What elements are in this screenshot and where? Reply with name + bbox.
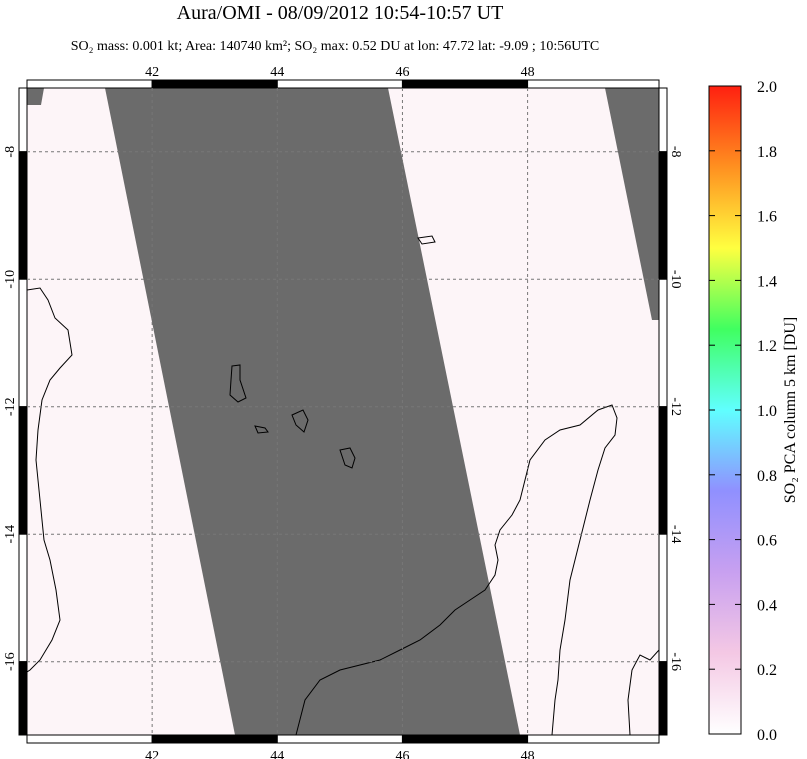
frame-segment: [401, 79, 529, 89]
colorbar-tick-label: 1.2: [757, 338, 777, 355]
y-tick-label: -8: [668, 146, 683, 158]
no-data-region: [605, 88, 659, 320]
no-data-region: [27, 88, 44, 105]
coastline: [627, 649, 659, 735]
island: [417, 235, 436, 245]
frame-segment: [18, 661, 28, 736]
frame-segment: [276, 79, 403, 89]
colorbar-tick-label: 2.0: [757, 79, 777, 96]
frame-segment: [658, 406, 668, 535]
colorbar-tick-label: 1.0: [757, 403, 777, 420]
frame-segment: [276, 734, 403, 744]
x-tick-label: 44: [270, 749, 284, 759]
y-tick-label: -16: [668, 652, 683, 671]
colorbar-tick-label: 1.8: [757, 144, 777, 161]
frame-segment: [658, 533, 668, 663]
x-tick-label: 48: [521, 749, 535, 759]
island: [291, 409, 309, 433]
frame-segment: [658, 151, 668, 280]
frame-segment: [26, 734, 153, 744]
no-data-region: [105, 88, 520, 735]
island: [339, 447, 356, 469]
y-tick-label: -16: [3, 652, 18, 671]
title: Aura/OMI - 08/09/2012 10:54-10:57 UT: [177, 2, 504, 24]
x-tick-label: 48: [521, 65, 535, 80]
map-area: [27, 88, 659, 735]
x-tick-label: 44: [270, 65, 284, 80]
frame-segment: [151, 79, 278, 89]
colorbar-tick-label: 0.8: [757, 468, 777, 485]
coastline: [27, 287, 73, 673]
y-tick-label: -14: [668, 525, 683, 544]
x-tick-label: 46: [395, 749, 409, 759]
coastline: [295, 404, 618, 735]
frame-segment: [658, 278, 668, 408]
frame-segment: [18, 533, 28, 663]
colorbar-tick-label: 0.6: [757, 533, 777, 550]
frame-segment: [18, 406, 28, 535]
x-tick-label: 42: [145, 65, 159, 80]
x-tick-label: 46: [395, 65, 409, 80]
colorbar-tick-label: 1.4: [757, 273, 777, 290]
frame-segment: [18, 151, 28, 280]
colorbar-tick-label: 1.6: [757, 209, 777, 226]
y-tick-label: -14: [3, 525, 18, 544]
frame-segment: [527, 79, 660, 89]
colorbar-tick-label: 0.4: [757, 597, 777, 614]
y-tick-label: -8: [3, 146, 18, 158]
y-tick-label: -12: [3, 397, 18, 416]
x-tick-label: 42: [145, 749, 159, 759]
island: [229, 364, 247, 403]
frame-segment: [26, 79, 153, 89]
island: [254, 425, 269, 434]
colorbar-label: SO₂ PCA column 5 km [DU]: [782, 317, 799, 503]
frame-segment: [658, 661, 668, 736]
frame-segment: [658, 87, 668, 153]
subtitle: SO₂ mass: 0.001 kt; Area: 140740 km²; SO…: [71, 39, 599, 54]
colorbar-tick-label: 0.2: [757, 662, 777, 679]
colorbar-tick-label: 0.0: [757, 727, 777, 744]
frame-segment: [401, 734, 529, 744]
frame-segment: [18, 87, 28, 153]
y-tick-label: -10: [3, 270, 18, 289]
axes: 42 42 44 44 46 46 48 48 -8 -8 -10 -10 -12 -12 -14 -14 -1…: [3, 65, 683, 759]
y-tick-label: -12: [668, 397, 683, 416]
frame-segment: [18, 278, 28, 408]
frame-segment: [527, 734, 660, 744]
y-tick-label: -10: [668, 270, 683, 289]
frame-segment: [151, 734, 278, 744]
